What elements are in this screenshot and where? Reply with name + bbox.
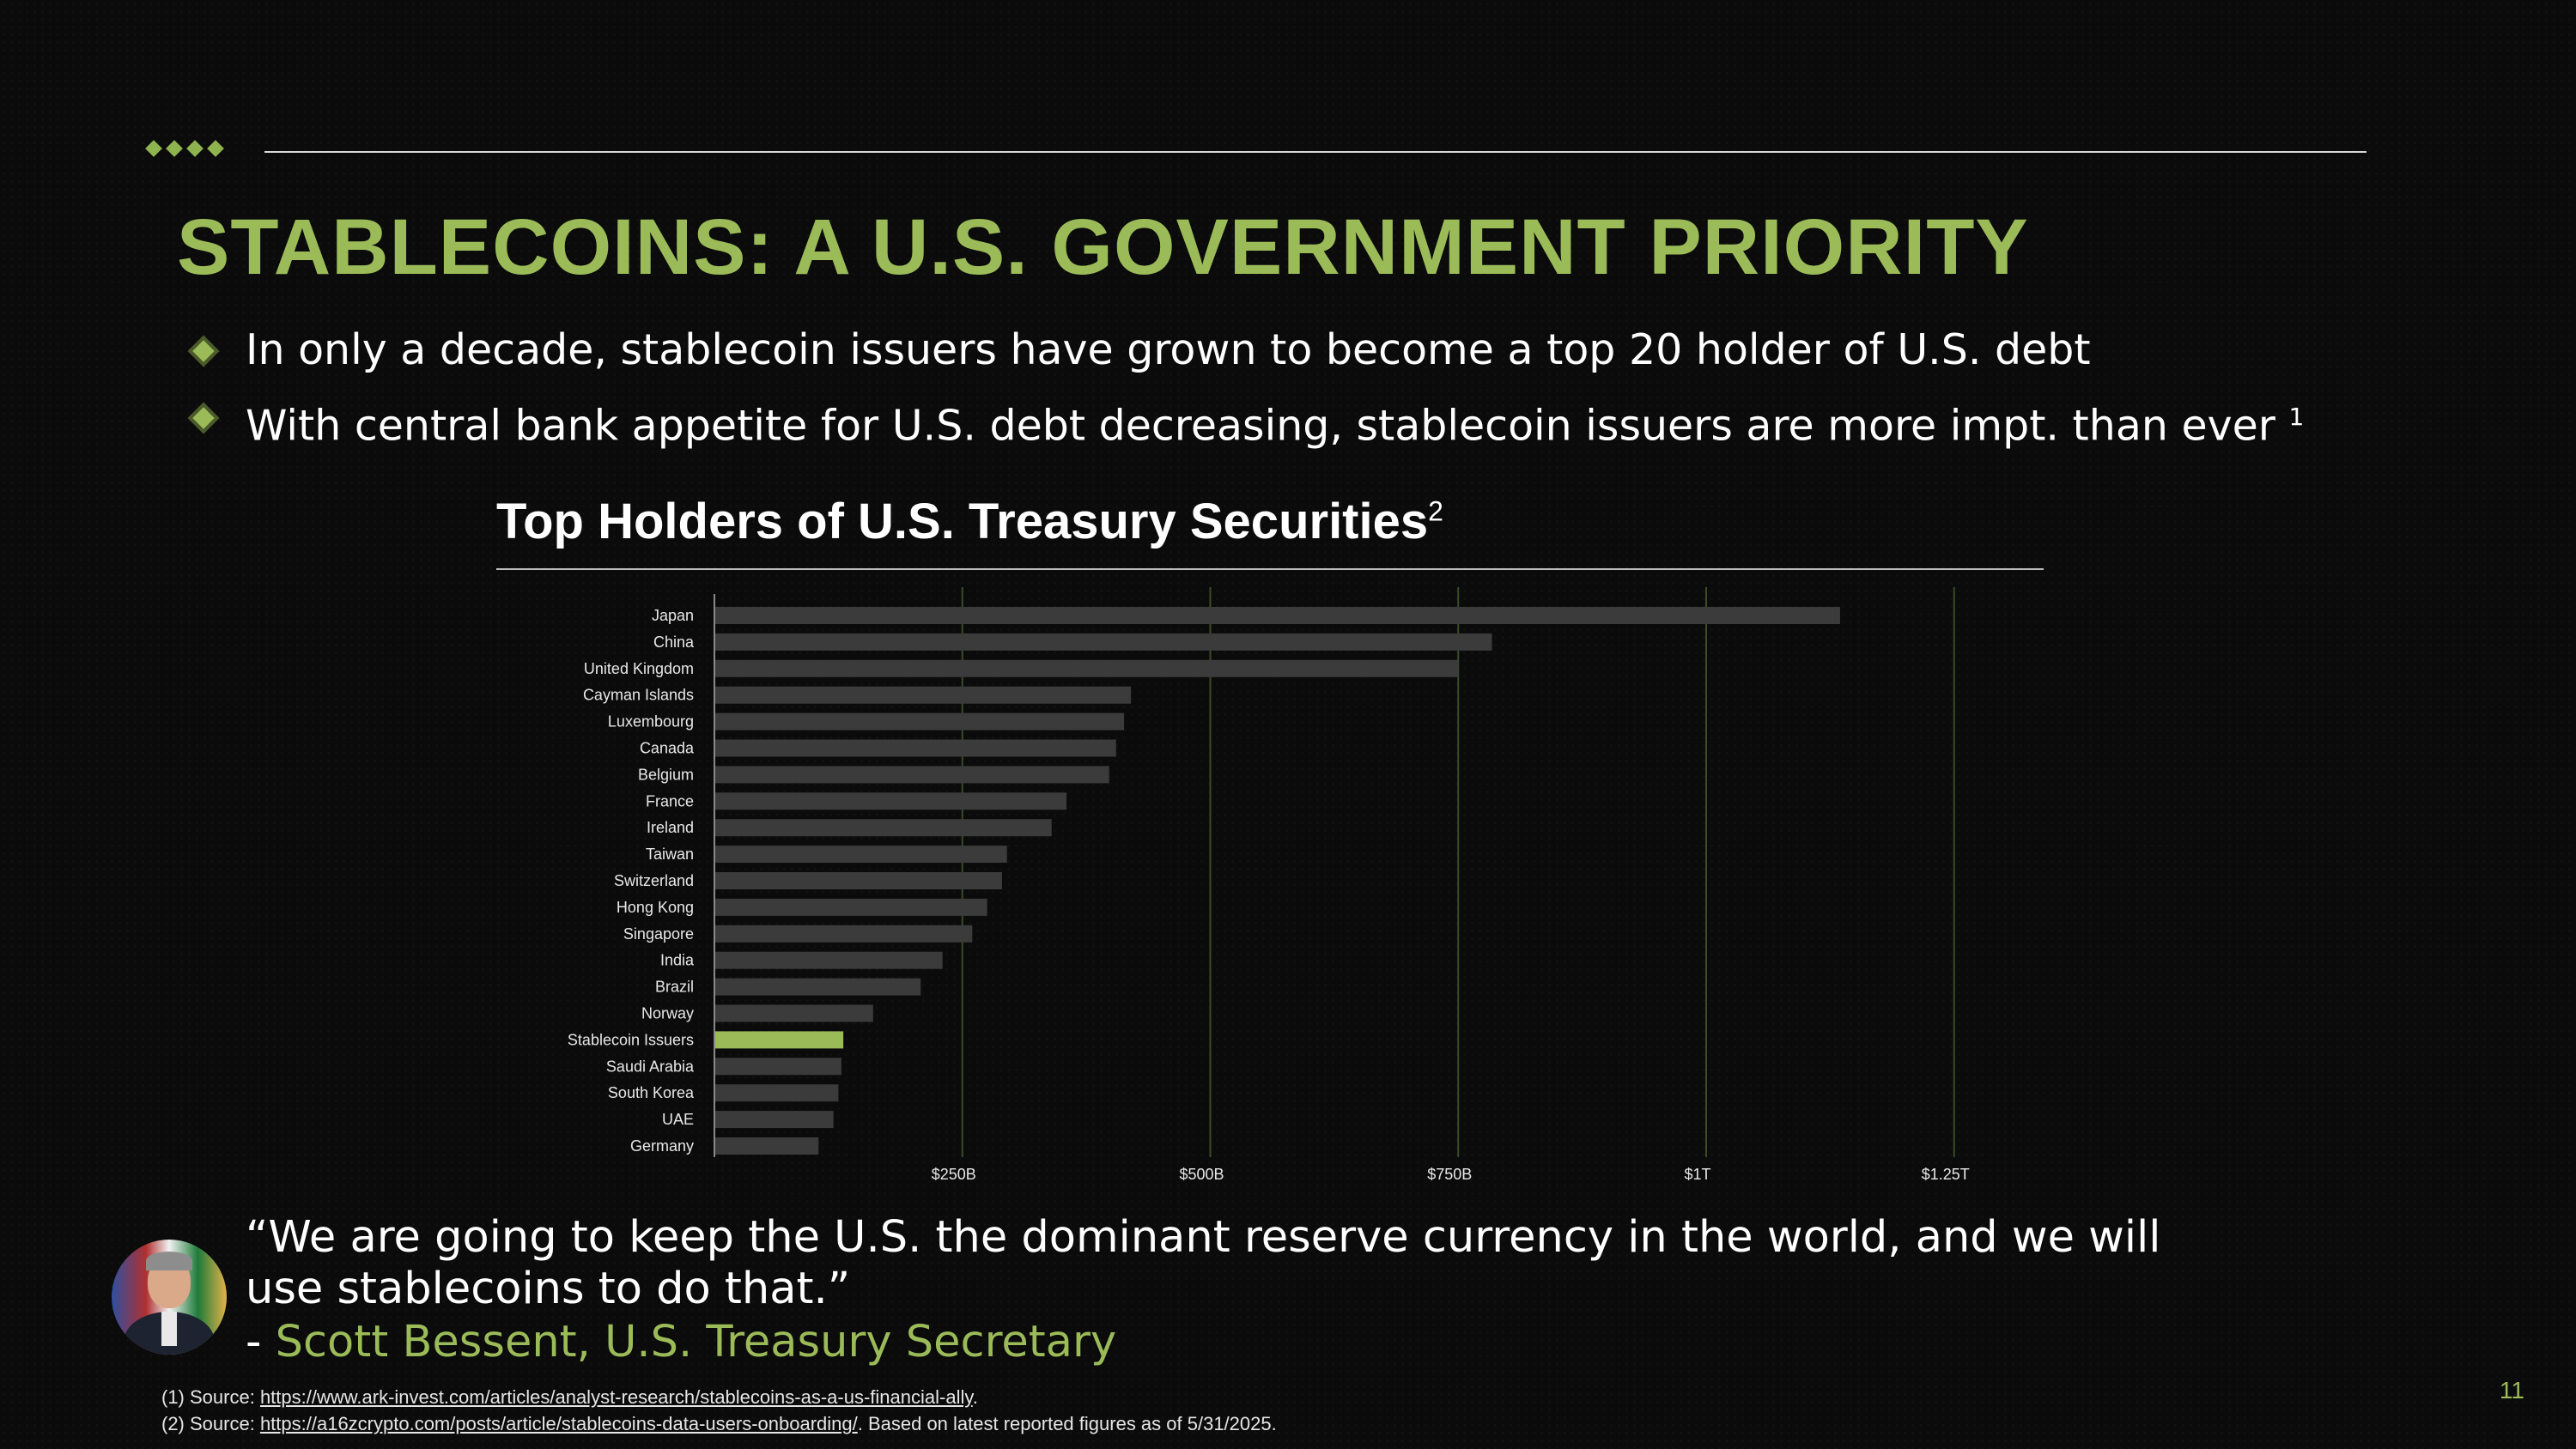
bar-brazil (714, 978, 921, 996)
category-label: Taiwan (646, 846, 694, 863)
x-tick-label: $250B (932, 1166, 976, 1183)
category-label: France (646, 792, 694, 809)
x-tick-label: $500B (1179, 1166, 1224, 1183)
category-label: Singapore (623, 925, 694, 943)
bar-germany (714, 1137, 819, 1155)
attribution-dash: - (246, 1317, 276, 1367)
bar-united-kingdom (714, 659, 1459, 677)
bullet-item: With central bank appetite for U.S. debt… (184, 388, 2304, 455)
x-tick-label: $1T (1684, 1166, 1710, 1183)
footnote: (1) Source: https://www.ark-invest.com/a… (161, 1384, 1277, 1410)
bullet-item: In only a decade, stablecoin issuers hav… (184, 321, 2304, 388)
footnote-prefix: (1) Source: (161, 1386, 260, 1408)
category-label: Belgium (638, 766, 694, 783)
bullet-text: In only a decade, stablecoin issuers hav… (246, 325, 2091, 374)
category-label: Norway (641, 1005, 694, 1022)
category-label: China (653, 634, 695, 651)
category-label: Ireland (647, 819, 694, 836)
footnote-link[interactable]: https://www.ark-invest.com/articles/anal… (259, 1386, 973, 1408)
category-label: Canada (640, 740, 695, 757)
slide-title: STABLECOINS: A U.S. GOVERNMENT PRIORITY (177, 203, 2029, 291)
bar-hong-kong (714, 898, 987, 916)
footnote-link[interactable]: https://a16zcrypto.com/posts/article/sta… (259, 1413, 858, 1434)
bar-belgium (714, 766, 1109, 784)
x-tick-label: $1.25T (1922, 1166, 1970, 1183)
category-label: Germany (630, 1137, 694, 1155)
bar-uae (714, 1111, 834, 1129)
category-label: Saudi Arabia (606, 1058, 695, 1075)
speaker-avatar (112, 1240, 227, 1355)
quote: “We are going to keep the U.S. the domin… (246, 1212, 2221, 1368)
footnotes: (1) Source: https://www.ark-invest.com/a… (161, 1384, 1277, 1437)
footnote-suffix: . (972, 1386, 978, 1408)
x-tick-label: $750B (1427, 1166, 1472, 1183)
chart-title: Top Holders of U.S. Treasury Securities2 (496, 493, 1443, 550)
bar-norway (714, 1004, 873, 1022)
bar-india (714, 951, 943, 969)
footnote: (2) Source: https://a16zcrypto.com/posts… (161, 1410, 1277, 1437)
category-label: Luxembourg (608, 713, 694, 731)
category-label: Japan (652, 607, 694, 624)
header-divider (264, 151, 2366, 153)
bullet-list: In only a decade, stablecoin issuers hav… (184, 321, 2304, 455)
bar-south-korea (714, 1084, 839, 1102)
bar-france (714, 792, 1067, 810)
bar-luxembourg (714, 712, 1125, 731)
footnote-ref: 1 (2288, 403, 2305, 431)
footnote-prefix: (2) Source: (161, 1413, 260, 1434)
bar-japan (714, 607, 1840, 624)
bar-stablecoin-issuers (714, 1031, 844, 1049)
footnote-suffix: . Based on latest reported figures as of… (857, 1413, 1277, 1434)
bar-ireland (714, 819, 1052, 837)
bar-china (714, 633, 1492, 651)
category-label: UAE (662, 1111, 694, 1128)
bar-switzerland (714, 872, 1002, 889)
chart-title-text: Top Holders of U.S. Treasury Securities (496, 494, 1429, 549)
page-number: 11 (2499, 1377, 2524, 1404)
bar-canada (714, 739, 1116, 757)
bar-cayman-islands (714, 686, 1132, 704)
bar-saudi-arabia (714, 1058, 841, 1076)
quote-attribution: - Scott Bessent, U.S. Treasury Secretary (246, 1317, 2221, 1368)
category-label: Hong Kong (617, 899, 694, 916)
category-label: India (660, 952, 695, 969)
category-label: Switzerland (614, 872, 694, 889)
bar-taiwan (714, 846, 1007, 864)
bar-singapore (714, 925, 973, 943)
category-label: South Korea (608, 1084, 695, 1101)
category-label: Brazil (655, 979, 694, 996)
chart-title-divider (496, 568, 2044, 570)
quote-text: “We are going to keep the U.S. the domin… (246, 1212, 2161, 1314)
category-label: Cayman Islands (583, 687, 694, 704)
bullet-text: With central bank appetite for U.S. debt… (246, 401, 2289, 451)
category-label: United Kingdom (584, 660, 694, 677)
category-label: Stablecoin Issuers (568, 1031, 694, 1048)
footnote-ref: 2 (1428, 495, 1443, 527)
attribution-name: Scott Bessent, U.S. Treasury Secretary (275, 1317, 1117, 1367)
